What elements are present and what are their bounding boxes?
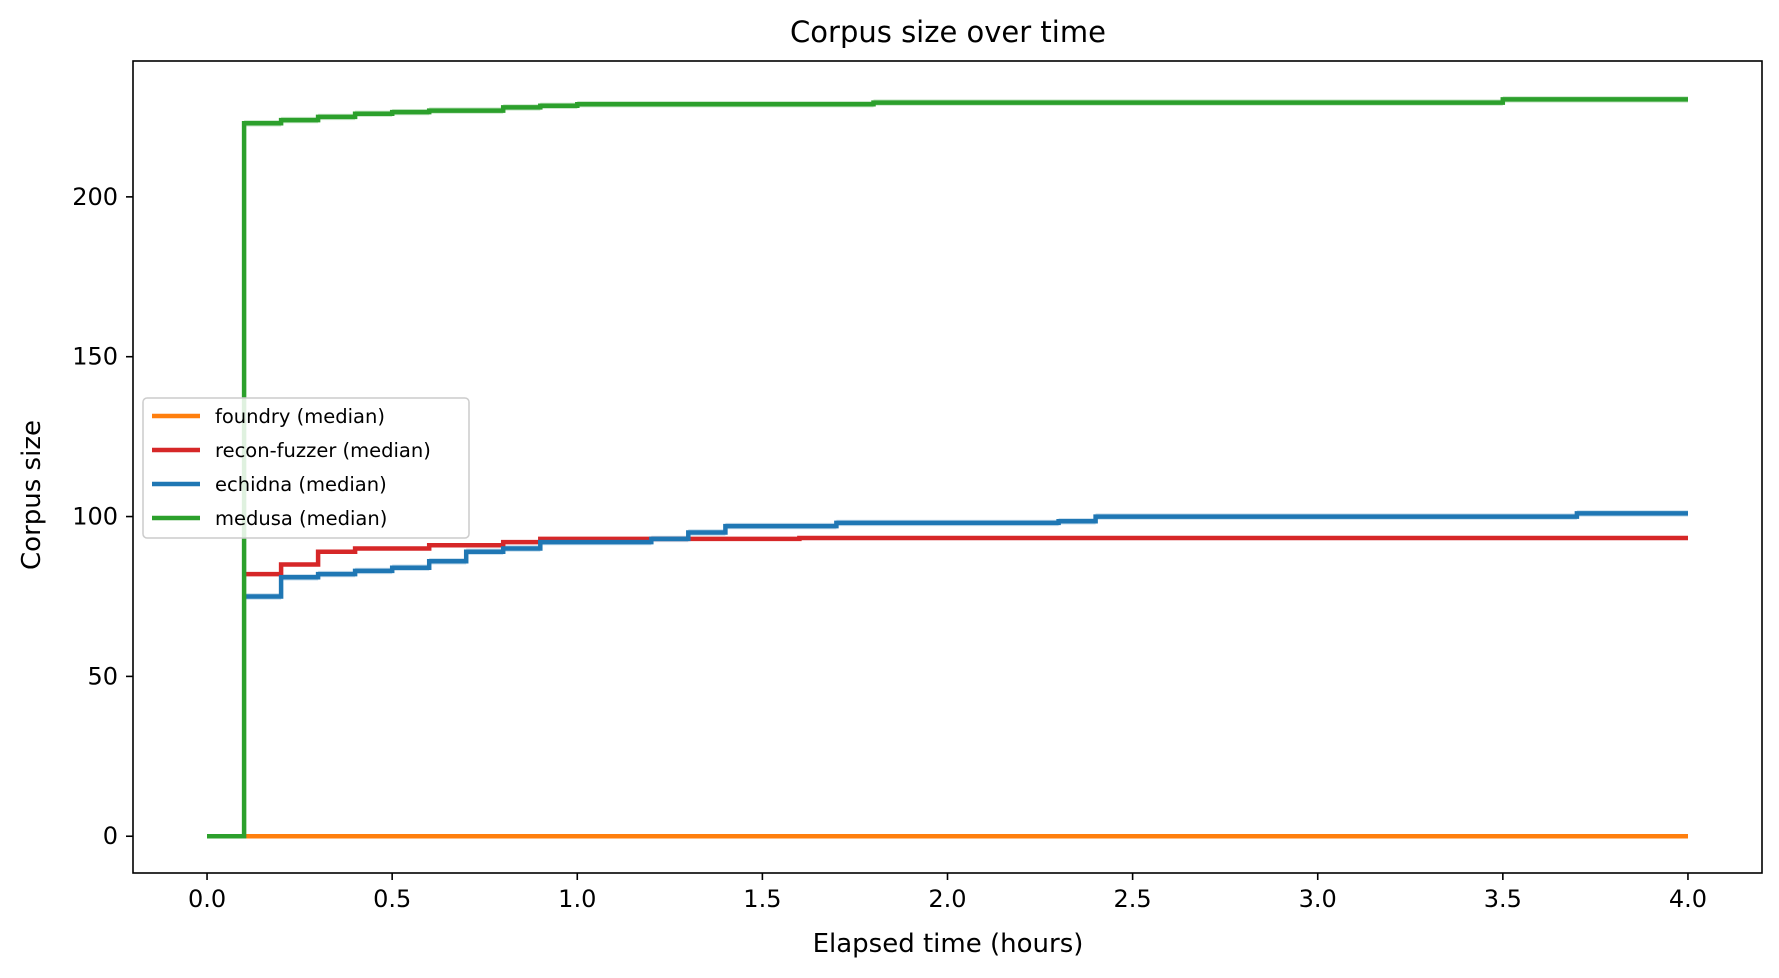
axes: 0.0 0.5 1.0 1.5 2.0 2.5 3.0 3.5 4.0 0 50 100 150 200: [72, 60, 1763, 913]
y-tick-label: 0: [103, 822, 118, 850]
series-line-2: [244, 511, 1688, 599]
legend-label: medusa (median): [215, 507, 387, 530]
x-tick-label: 1.0: [558, 885, 596, 913]
x-tick-label: 3.0: [1299, 885, 1337, 913]
series-line-3: [207, 97, 1688, 839]
x-tick-label: 0.5: [373, 885, 411, 913]
legend-label: echidna (median): [215, 473, 387, 496]
series-band-2: [244, 510, 1689, 600]
y-tick-label: 200: [72, 183, 118, 211]
legend-box: [142, 397, 470, 539]
legend: foundry (median) recon-fuzzer (median) ech…: [142, 397, 470, 539]
x-tick-label: 1.5: [743, 885, 781, 913]
plot-area: [207, 96, 1689, 839]
x-tick-label: 2.0: [928, 885, 966, 913]
legend-label: foundry (median): [215, 405, 385, 428]
x-tick-label: 4.0: [1669, 885, 1707, 913]
legend-label: recon-fuzzer (median): [215, 439, 431, 462]
y-tick-label: 50: [87, 662, 118, 690]
x-axis-title: Elapsed time (hours): [813, 929, 1084, 959]
x-tick-label: 3.5: [1484, 885, 1522, 913]
y-axis-title: Corpus size: [17, 420, 47, 570]
y-tick-label: 100: [72, 503, 118, 531]
y-tick-label: 150: [72, 343, 118, 371]
chart-title: Corpus size over time: [790, 15, 1106, 49]
x-tick-label: 2.5: [1114, 885, 1152, 913]
x-tick-label: 0.0: [188, 885, 226, 913]
